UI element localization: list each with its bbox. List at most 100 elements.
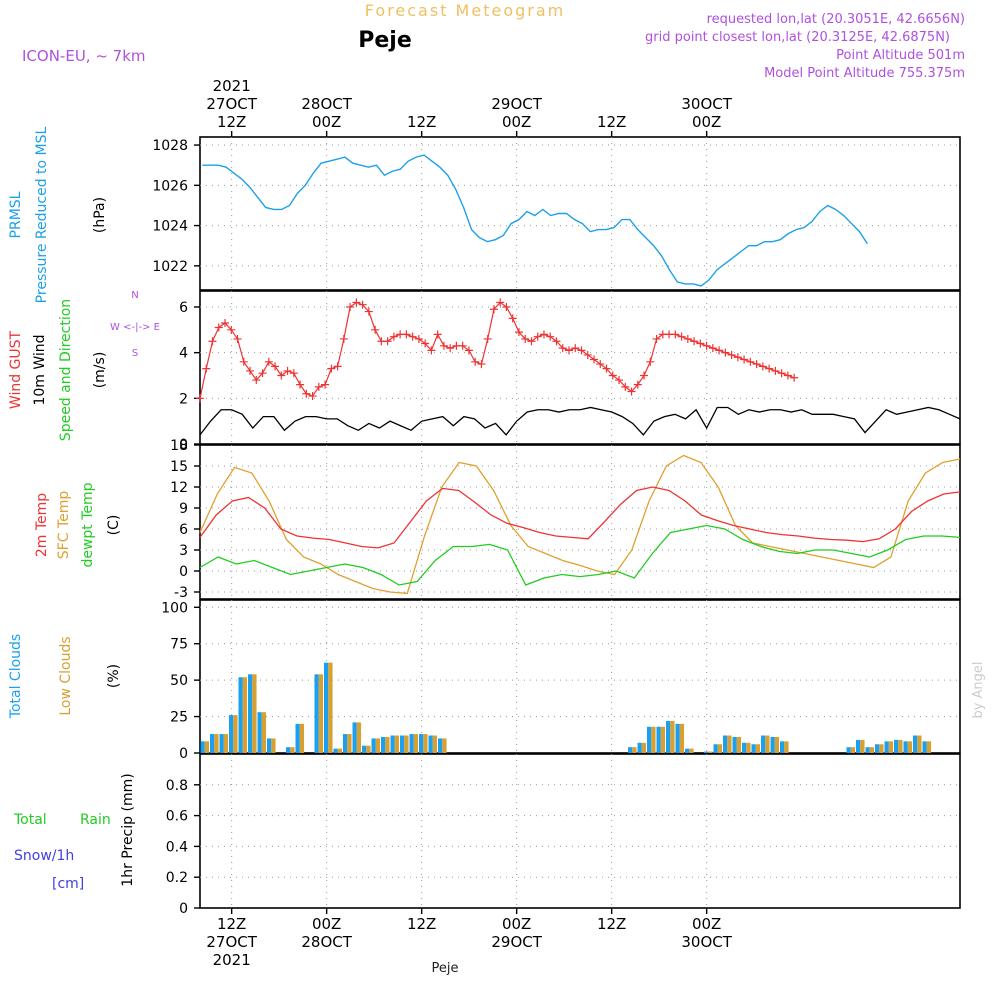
panel-frame-clouds	[199, 599, 961, 754]
total-cloud-bar	[856, 739, 861, 753]
ytick-label-temp: 18	[170, 438, 188, 454]
pressure-labels: PRMSL Pressure Reduced to MSL (hPa)	[8, 126, 108, 303]
ytick-label-pressure: 1028	[152, 138, 188, 154]
total-cloud-bar	[723, 735, 728, 753]
gust-point	[627, 387, 636, 396]
gust-point	[521, 334, 530, 343]
gust-point	[471, 357, 480, 366]
gust-point	[777, 369, 786, 378]
temp-unit-label: (C)	[106, 515, 122, 536]
pressure-line	[202, 154, 868, 287]
gust-point	[421, 339, 430, 348]
wind-gust-label: Wind GUST	[8, 330, 24, 409]
low-cloud-bar	[708, 751, 713, 753]
panel-frame-pressure	[199, 136, 961, 291]
low-cloud-bar	[765, 735, 770, 753]
compass-west-east: W <-|-> E	[110, 322, 160, 333]
ytick-label-clouds: 100	[161, 600, 188, 616]
total-cloud-bar	[333, 748, 338, 753]
gust-point	[502, 302, 511, 311]
precip-labels: Total Rain Snow/1h [cm] 1hr Precip (mm)	[13, 773, 136, 892]
low-cloud-bar	[860, 739, 865, 753]
low-cloud-bar	[404, 735, 409, 753]
gust-point	[252, 376, 261, 385]
total-cloud-bar	[371, 738, 376, 753]
total-cloud-bar	[913, 735, 918, 753]
low-cloud-bar	[366, 745, 371, 753]
total-cloud-bar	[628, 747, 633, 753]
precip-unit-label: 1hr Precip (mm)	[120, 773, 136, 886]
sfc-temp-label: SFC Temp	[56, 491, 72, 560]
gust-point	[402, 330, 411, 339]
ytick-label-temp: 12	[170, 480, 188, 496]
total-cloud-bar	[200, 741, 205, 753]
gust-point	[427, 346, 436, 355]
location-title: Peje	[358, 28, 412, 53]
total-cloud-bar	[742, 742, 747, 753]
gust-point	[321, 380, 330, 389]
total-cloud-bar	[884, 741, 889, 753]
low-cloud-bar	[242, 677, 248, 753]
wind-labels: Wind GUST 10m Wind Speed and Direction (…	[8, 290, 160, 441]
low-cloud-bar	[917, 735, 922, 753]
top-time-label: 00Z	[502, 113, 531, 131]
gust-point	[608, 371, 617, 380]
total-cloud-bar	[713, 744, 718, 753]
bottom-time-label: 00Z	[312, 915, 341, 933]
total-cloud-bar	[732, 736, 737, 753]
ytick-label-temp: -3	[174, 585, 188, 601]
low-cloud-bar	[651, 726, 656, 753]
gust-point	[483, 334, 492, 343]
low-cloud-bar	[888, 741, 894, 753]
gust-point	[246, 366, 255, 375]
total-cloud-bar	[390, 735, 395, 753]
ytick-label-pressure: 1022	[152, 259, 188, 275]
low-cloud-bar	[746, 742, 751, 753]
gust-point	[558, 344, 567, 353]
gust-point	[196, 394, 204, 403]
compass-south: S	[132, 348, 138, 359]
total-cloud-bar	[352, 722, 357, 753]
t2m-line	[199, 486, 961, 549]
gust-point	[289, 369, 298, 378]
gust-point	[708, 344, 717, 353]
gust-point	[271, 362, 280, 371]
top-year-label: 2021	[213, 77, 251, 95]
total-label: Total	[13, 812, 47, 828]
top-time-label: 00Z	[692, 113, 721, 131]
ytick-label-wind: 0	[179, 437, 188, 453]
gust-point	[433, 330, 442, 339]
ytick-label-wind: 4	[179, 346, 188, 362]
ytick-label-temp: 3	[179, 543, 188, 559]
wind-unit-label: (m/s)	[92, 352, 108, 389]
gust-point	[496, 298, 505, 307]
total-cloud-bar	[438, 738, 443, 753]
gust-point	[740, 355, 749, 364]
gust-point	[533, 332, 542, 341]
low-cloud-bar	[214, 734, 219, 753]
total-cloud-bar	[324, 662, 329, 753]
gust-point	[621, 382, 630, 391]
gust-point	[564, 346, 573, 355]
gust-point	[302, 389, 311, 398]
gust-point	[346, 302, 355, 311]
low-cloud-bar	[442, 738, 447, 753]
low-cloud-bar	[717, 744, 723, 753]
total-cloud-bar	[400, 735, 405, 753]
gust-point	[464, 346, 473, 355]
ytick-label-precip: 0.2	[166, 870, 188, 886]
total-cloud-bar	[846, 747, 851, 753]
total-cloud-bar	[210, 734, 215, 753]
total-cloud-bar	[770, 736, 775, 753]
total-cloud-bar	[903, 741, 908, 753]
total-cloud-bar	[685, 748, 690, 753]
ytick-label-precip: 0	[179, 901, 188, 917]
total-cloud-bar	[428, 735, 433, 753]
gust-point	[615, 376, 624, 385]
total-cloud-bar	[666, 720, 671, 753]
gust-point	[790, 373, 799, 382]
gust-point	[733, 353, 742, 362]
gust-point	[671, 330, 680, 339]
low-cloud-bar	[670, 720, 675, 753]
